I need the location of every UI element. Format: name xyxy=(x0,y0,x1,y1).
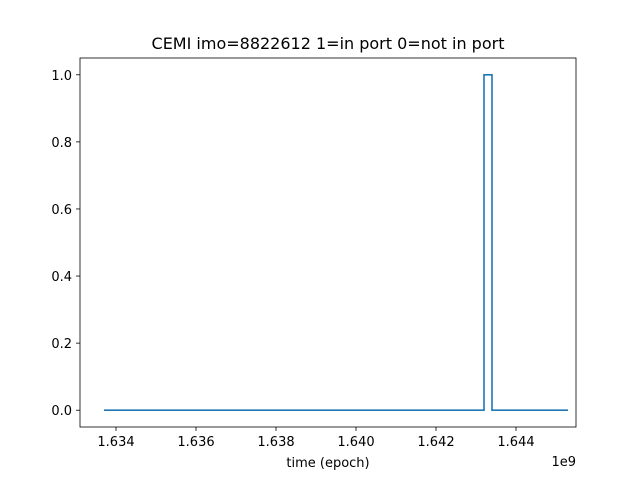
y-tick-label: 0.2 xyxy=(51,337,72,352)
x-axis-label: time (epoch) xyxy=(286,456,369,471)
plot-area xyxy=(104,73,568,412)
y-tick-label: 0.6 xyxy=(51,203,72,218)
x-tick-label: 1.634 xyxy=(97,435,134,450)
y-tick-label: 0.4 xyxy=(51,270,72,285)
y-axis: 0.0 0.2 0.4 0.6 0.8 1.0 xyxy=(51,69,80,419)
x-axis-offset-label: 1e9 xyxy=(551,455,576,470)
x-tick-label: 1.644 xyxy=(497,435,534,450)
chart-title: CEMI imo=8822612 1=in port 0=not in port xyxy=(152,34,505,53)
x-tick-label: 1.640 xyxy=(337,435,374,450)
x-tick-label: 1.638 xyxy=(257,435,294,450)
x-tick-label: 1.642 xyxy=(417,435,454,450)
y-tick-label: 0.8 xyxy=(51,136,72,151)
series-line xyxy=(104,73,568,412)
y-tick-label: 1.0 xyxy=(51,69,72,84)
x-axis: 1.634 1.636 1.638 1.640 1.642 1.644 xyxy=(97,427,535,450)
x-tick-label: 1.636 xyxy=(177,435,214,450)
y-tick-label: 0.0 xyxy=(51,404,72,419)
plot-frame xyxy=(79,57,577,428)
